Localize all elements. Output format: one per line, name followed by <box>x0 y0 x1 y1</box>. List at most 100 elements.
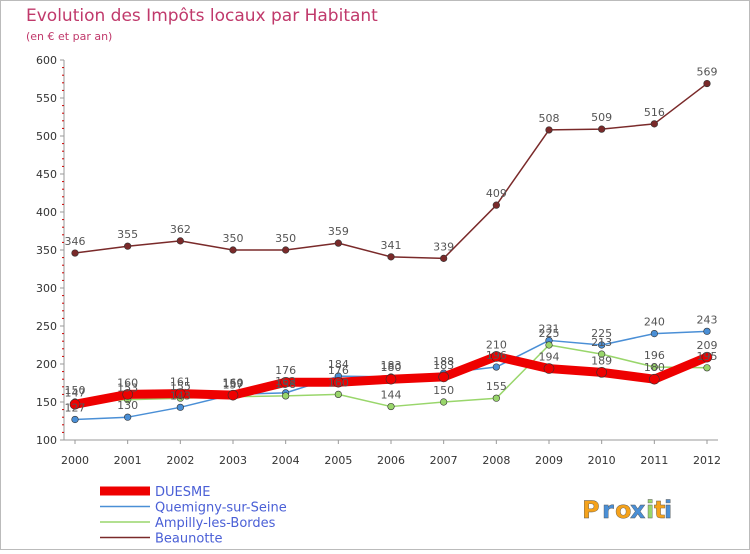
data-label: 240 <box>644 316 665 329</box>
data-label: 176 <box>328 364 349 377</box>
data-label: 159 <box>223 377 244 390</box>
y-tick-label: 550 <box>36 92 57 105</box>
data-label: 127 <box>65 401 86 414</box>
data-label: 569 <box>697 66 718 79</box>
y-tick-label: 500 <box>36 130 57 143</box>
y-tick-label: 600 <box>36 54 57 67</box>
y-tick-label: 400 <box>36 206 57 219</box>
data-label: 516 <box>644 106 665 119</box>
data-label: 150 <box>433 384 454 397</box>
data-label: 350 <box>275 232 296 245</box>
data-label: 355 <box>117 228 138 241</box>
data-label: 144 <box>381 389 402 402</box>
data-label: 160 <box>223 376 244 389</box>
data-point <box>492 394 500 402</box>
data-point <box>280 376 291 388</box>
data-point <box>387 402 395 411</box>
legend-label: Ampilly-les-Bordes <box>155 516 276 531</box>
legend-label: Quemigny-sur-Seine <box>155 501 287 516</box>
data-label: 225 <box>539 327 560 340</box>
data-label: 183 <box>381 359 402 372</box>
data-label: 143 <box>170 389 191 402</box>
data-point <box>598 350 606 358</box>
data-label: 350 <box>223 232 244 245</box>
data-label: 176 <box>275 364 296 377</box>
x-tick-label: 2011 <box>640 454 668 467</box>
data-point <box>596 367 607 378</box>
data-label: 189 <box>591 354 612 367</box>
data-point <box>491 351 502 362</box>
data-labels: 346 355 362 350 350 359 341 339 409 508 509 516 569 1… <box>65 66 718 415</box>
data-label: 188 <box>433 355 454 368</box>
x-tick-label: 2005 <box>324 454 352 467</box>
data-point <box>492 363 500 371</box>
data-label: 180 <box>644 361 665 374</box>
data-label: 346 <box>65 235 86 248</box>
data-point <box>176 403 184 411</box>
data-label: 243 <box>697 313 718 326</box>
data-label: 509 <box>591 111 612 124</box>
data-point <box>598 125 606 133</box>
data-point <box>333 376 344 388</box>
data-label: 225 <box>591 327 612 340</box>
logo-letter: i <box>646 496 654 524</box>
data-point <box>334 390 342 399</box>
logo-letter: t <box>654 496 665 524</box>
logo-letter: x <box>630 496 646 524</box>
data-point <box>175 388 186 399</box>
data-point <box>282 392 290 400</box>
data-point <box>334 239 342 247</box>
data-label: 158 <box>275 378 296 391</box>
x-tick-label: 2010 <box>588 454 616 467</box>
data-point <box>227 389 239 401</box>
data-point <box>650 120 658 128</box>
data-label: 196 <box>644 349 665 362</box>
data-label: 359 <box>328 225 349 238</box>
data-point <box>649 373 660 385</box>
logo-letter: o <box>615 496 632 524</box>
data-label: 194 <box>539 351 560 364</box>
legend-label: Beaunotte <box>155 532 223 547</box>
data-label: 160 <box>328 376 349 389</box>
data-point <box>650 330 658 338</box>
data-point <box>701 351 713 363</box>
data-point <box>598 341 606 349</box>
data-point <box>492 201 500 209</box>
data-point <box>124 242 132 250</box>
data-label: 213 <box>591 336 612 349</box>
data-point <box>543 363 555 374</box>
data-point <box>385 373 397 385</box>
data-point <box>545 341 553 349</box>
data-point <box>71 415 79 424</box>
data-label: 155 <box>486 380 507 393</box>
legend-label: DUESME <box>155 485 210 500</box>
logo-letter: P <box>582 496 600 524</box>
data-label: 147 <box>65 386 86 399</box>
axis-ticks: 100 150 200 250 300 350 400 450 500 550 600 2000 200… <box>36 54 721 467</box>
y-tick-label: 200 <box>36 358 57 371</box>
chart-subtitle: (en € et par an) <box>26 30 112 43</box>
data-point <box>703 364 711 372</box>
data-label: 409 <box>486 187 507 200</box>
data-point <box>545 126 553 134</box>
data-point <box>124 413 132 421</box>
data-label: 162 <box>275 375 296 388</box>
y-tick-label: 350 <box>36 244 57 257</box>
x-tick-label: 2012 <box>693 454 721 467</box>
data-label: 157 <box>223 379 244 392</box>
data-label: 196 <box>486 349 507 362</box>
data-label: 231 <box>539 322 560 335</box>
data-label: 210 <box>486 338 507 351</box>
y-tick-label: 450 <box>36 168 57 181</box>
data-point <box>282 246 290 254</box>
data-point <box>703 327 711 335</box>
data-point <box>71 249 79 257</box>
data-label: 209 <box>697 339 718 352</box>
data-point <box>650 363 658 371</box>
logo-letter: r <box>602 496 614 524</box>
data-label: 155 <box>170 380 191 393</box>
x-tick-label: 2008 <box>482 454 510 467</box>
data-label: 160 <box>117 376 138 389</box>
